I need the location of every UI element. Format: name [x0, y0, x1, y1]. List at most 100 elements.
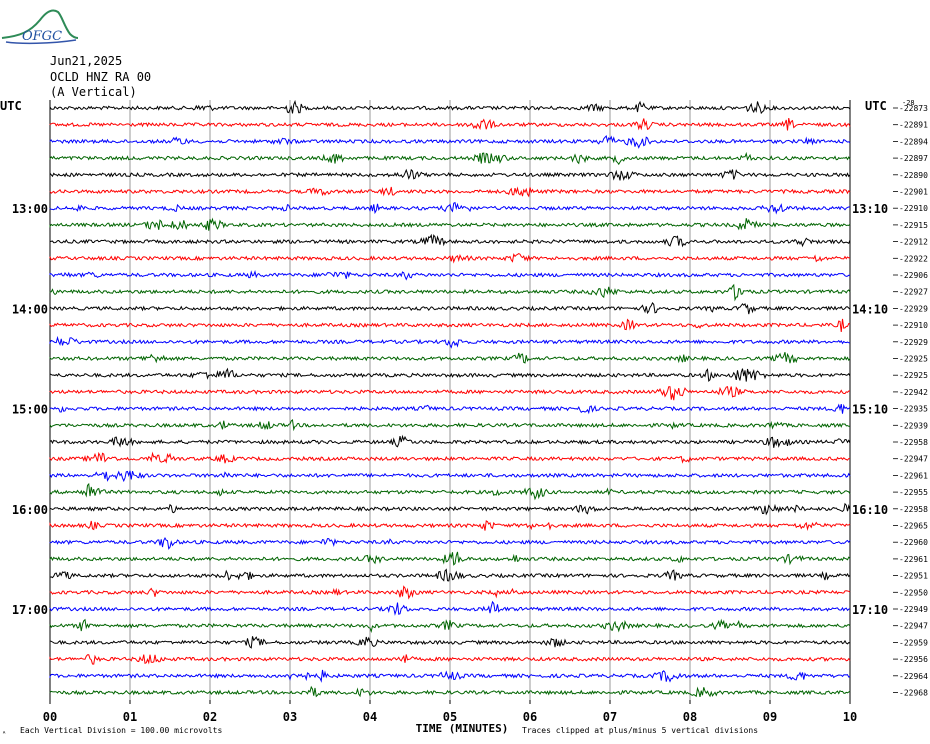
seismic-trace — [49, 551, 851, 566]
x-tick-label: 10 — [843, 710, 857, 724]
seismic-trace — [49, 536, 851, 550]
component-label: (A Vertical) — [50, 85, 137, 99]
x-tick-label: 02 — [203, 710, 217, 724]
x-tick-label: 09 — [763, 710, 777, 724]
x-tick-label: 06 — [523, 710, 537, 724]
seismic-trace — [49, 636, 851, 649]
x-tick-label: 05 — [443, 710, 457, 724]
offset-label: -22901 — [899, 188, 928, 197]
offset-label: -22942 — [899, 388, 928, 397]
seismic-trace — [49, 168, 851, 181]
offset-label: -22965 — [899, 522, 928, 531]
seismic-trace — [49, 568, 851, 582]
seismic-trace — [49, 685, 851, 698]
offset-label: -22958 — [899, 505, 928, 514]
seismic-traces — [49, 99, 851, 698]
right-hour-label: 17:10 — [852, 603, 888, 617]
footer-mark: ᴬ — [2, 729, 6, 738]
offset-label: -22935 — [899, 405, 928, 414]
left-hour-label: 16:00 — [12, 503, 48, 517]
offset-label: -22959 — [899, 638, 928, 647]
seismic-trace — [49, 335, 851, 349]
seismic-trace — [49, 502, 851, 516]
corner-label: -28 — [902, 99, 915, 107]
seismic-trace — [49, 318, 851, 332]
seismic-trace — [49, 669, 851, 683]
seismic-trace — [49, 470, 851, 483]
offset-label: -22890 — [899, 171, 928, 180]
seismic-trace — [49, 283, 851, 302]
offset-label: -22951 — [899, 572, 928, 581]
right-hour-label: 14:10 — [852, 302, 888, 316]
seismic-trace — [49, 99, 851, 115]
utc-left-label: UTC — [0, 99, 22, 113]
offset-label: -22955 — [899, 488, 928, 497]
seismic-trace — [49, 520, 851, 531]
clip-note: Traces clipped at plus/minus 5 vertical … — [522, 726, 758, 735]
offset-label: -22927 — [899, 288, 928, 297]
seismic-trace — [49, 233, 851, 248]
seismic-trace — [49, 151, 851, 166]
x-tick-label: 01 — [123, 710, 137, 724]
seismic-trace — [49, 482, 851, 501]
minute-gridlines — [49, 100, 851, 704]
seismic-trace — [49, 654, 851, 665]
offset-label: -22950 — [899, 588, 928, 597]
seismic-trace — [49, 269, 850, 281]
station-label: OCLD HNZ RA 00 — [50, 70, 152, 84]
offset-label: -22897 — [899, 154, 928, 163]
seismic-trace — [49, 118, 851, 131]
offset-label: -22961 — [899, 471, 928, 480]
offset-label: -22961 — [899, 555, 928, 564]
offset-label: -22922 — [899, 254, 928, 263]
ofgc-logo: OFGC — [1, 9, 79, 45]
seismic-trace — [49, 367, 851, 382]
offset-label: -22873 — [899, 104, 928, 113]
offset-label: -22925 — [899, 371, 928, 380]
offset-label: -22956 — [899, 655, 928, 664]
offset-label: -22960 — [899, 538, 928, 547]
offset-label: -22912 — [899, 238, 928, 247]
seismic-trace — [49, 403, 851, 415]
seismic-trace — [49, 217, 851, 231]
x-tick-label: 07 — [603, 710, 617, 724]
seismic-trace — [49, 418, 851, 432]
seismic-trace — [49, 201, 851, 215]
logo-text: OFGC — [22, 29, 62, 44]
x-tick-label: 04 — [363, 710, 377, 724]
offset-label: -22968 — [899, 689, 928, 698]
seismic-trace — [49, 451, 851, 464]
offset-label: -22947 — [899, 622, 928, 631]
scale-note: Each Vertical Division = 100.00 microvol… — [20, 726, 222, 735]
offset-label: -22964 — [899, 672, 928, 681]
right-hour-label: 16:10 — [852, 503, 888, 517]
seismic-trace — [49, 585, 851, 600]
offset-label: -22906 — [899, 271, 928, 280]
seismic-trace — [49, 386, 851, 401]
x-axis-title: TIME (MINUTES) — [416, 722, 509, 735]
offset-label: -22915 — [899, 221, 928, 230]
left-hour-label: 14:00 — [12, 302, 48, 316]
offset-label: -22894 — [899, 137, 928, 146]
offset-label: -22929 — [899, 338, 928, 347]
right-hour-label: 13:10 — [852, 202, 888, 216]
logo-mountain-icon — [1, 9, 79, 39]
seismic-trace — [49, 352, 851, 364]
seismic-trace — [49, 134, 851, 149]
offset-label: -22939 — [899, 421, 928, 430]
offset-label: -22949 — [899, 605, 928, 614]
seismic-trace — [49, 618, 851, 634]
x-tick-label: 08 — [683, 710, 697, 724]
offset-label: -22925 — [899, 355, 928, 364]
seismic-trace — [49, 600, 851, 616]
seismic-trace — [49, 253, 851, 264]
left-hour-label: 13:00 — [12, 202, 48, 216]
left-hour-label: 15:00 — [12, 403, 48, 417]
offset-label: -22947 — [899, 455, 928, 464]
offset-label: -22891 — [899, 121, 928, 130]
offset-label: -22929 — [899, 304, 928, 313]
x-tick-label: 00 — [43, 710, 57, 724]
offset-label: -22910 — [899, 321, 928, 330]
left-hour-label: 17:00 — [12, 603, 48, 617]
